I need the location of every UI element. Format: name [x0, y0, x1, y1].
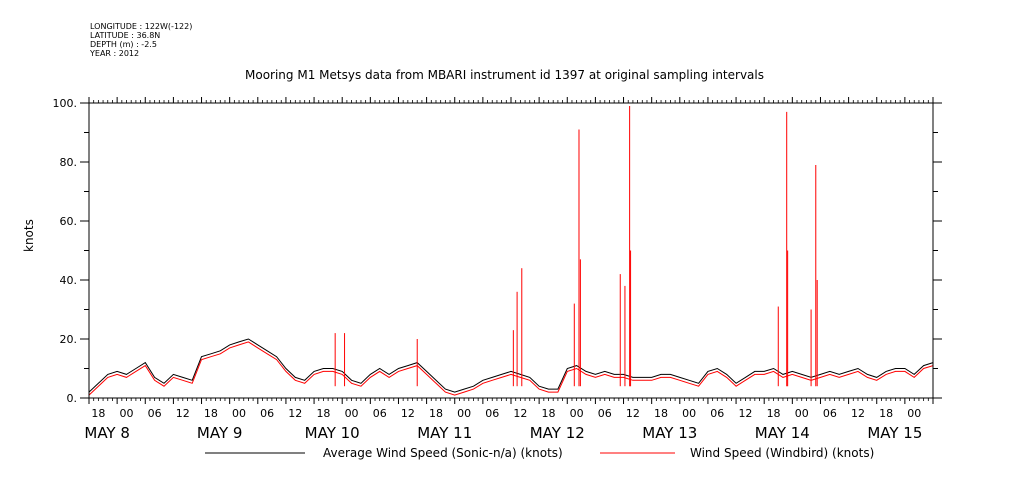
y-tick-label: 0.: [67, 392, 78, 405]
x-tick-label: 12: [851, 407, 865, 420]
x-tick-label: 06: [148, 407, 162, 420]
x-day-label: MAY 15: [867, 424, 922, 442]
series-line-windbird: [88, 341, 934, 396]
x-tick-label: 18: [204, 407, 218, 420]
x-tick-label: 00: [345, 407, 359, 420]
x-day-label: MAY 10: [305, 424, 360, 442]
y-tick-label: 40.: [60, 274, 78, 287]
x-tick-label: 00: [682, 407, 696, 420]
y-tick-label: 80.: [60, 156, 78, 169]
x-tick-label: 06: [598, 407, 612, 420]
x-tick-label: 06: [260, 407, 274, 420]
x-tick-label: 06: [710, 407, 724, 420]
x-tick-label: 18: [542, 407, 556, 420]
legend-swatch-avg: [205, 452, 305, 454]
latitude-line: LATITUDE : 36.8N: [90, 31, 161, 40]
legend-swatch-windbird: [600, 452, 675, 454]
plot-frame: [88, 102, 934, 399]
year-line: YEAR : 2012: [90, 49, 140, 58]
x-tick-label: 12: [401, 407, 415, 420]
x-day-label: MAY 13: [642, 424, 697, 442]
y-tick-label: 60.: [60, 215, 78, 228]
x-tick-label: 00: [457, 407, 471, 420]
x-tick-label: 00: [907, 407, 921, 420]
x-tick-label: 06: [373, 407, 387, 420]
metadata-block: LONGITUDE : 122W(-122) LATITUDE : 36.8N …: [90, 22, 192, 58]
x-tick-label: 00: [570, 407, 584, 420]
legend-label-windbird: Wind Speed (Windbird) (knots): [690, 446, 875, 460]
y-tick-label: 100.: [53, 97, 78, 110]
x-tick-label: 00: [120, 407, 134, 420]
x-tick-label: 00: [232, 407, 246, 420]
x-day-label: MAY 9: [197, 424, 243, 442]
y-axis-title: knots: [22, 219, 36, 252]
x-tick-label: 00: [795, 407, 809, 420]
x-day-label: MAY 12: [530, 424, 585, 442]
x-tick-label: 18: [91, 407, 105, 420]
x-tick-label: 18: [654, 407, 668, 420]
x-tick-label: 12: [738, 407, 752, 420]
x-day-label: MAY 14: [755, 424, 810, 442]
x-tick-label: 18: [767, 407, 781, 420]
x-tick-label: 12: [513, 407, 527, 420]
depth-line: DEPTH (m) : -2.5: [90, 40, 157, 49]
x-tick-label: 18: [879, 407, 893, 420]
longitude-line: LONGITUDE : 122W(-122): [90, 22, 193, 31]
x-tick-label: 12: [626, 407, 640, 420]
series-line-average-wind: [88, 338, 934, 393]
y-tick-label: 20.: [60, 333, 78, 346]
legend-label-avg: Average Wind Speed (Sonic-n/a) (knots): [323, 446, 563, 460]
x-tick-label: 06: [823, 407, 837, 420]
x-day-label: MAY 11: [417, 424, 472, 442]
x-tick-label: 12: [288, 407, 302, 420]
chart-title: Mooring M1 Metsys data from MBARI instru…: [245, 68, 764, 82]
x-tick-label: 18: [429, 407, 443, 420]
x-tick-label: 18: [316, 407, 330, 420]
x-tick-label: 06: [485, 407, 499, 420]
x-tick-label: 12: [176, 407, 190, 420]
x-day-label: MAY 8: [84, 424, 130, 442]
